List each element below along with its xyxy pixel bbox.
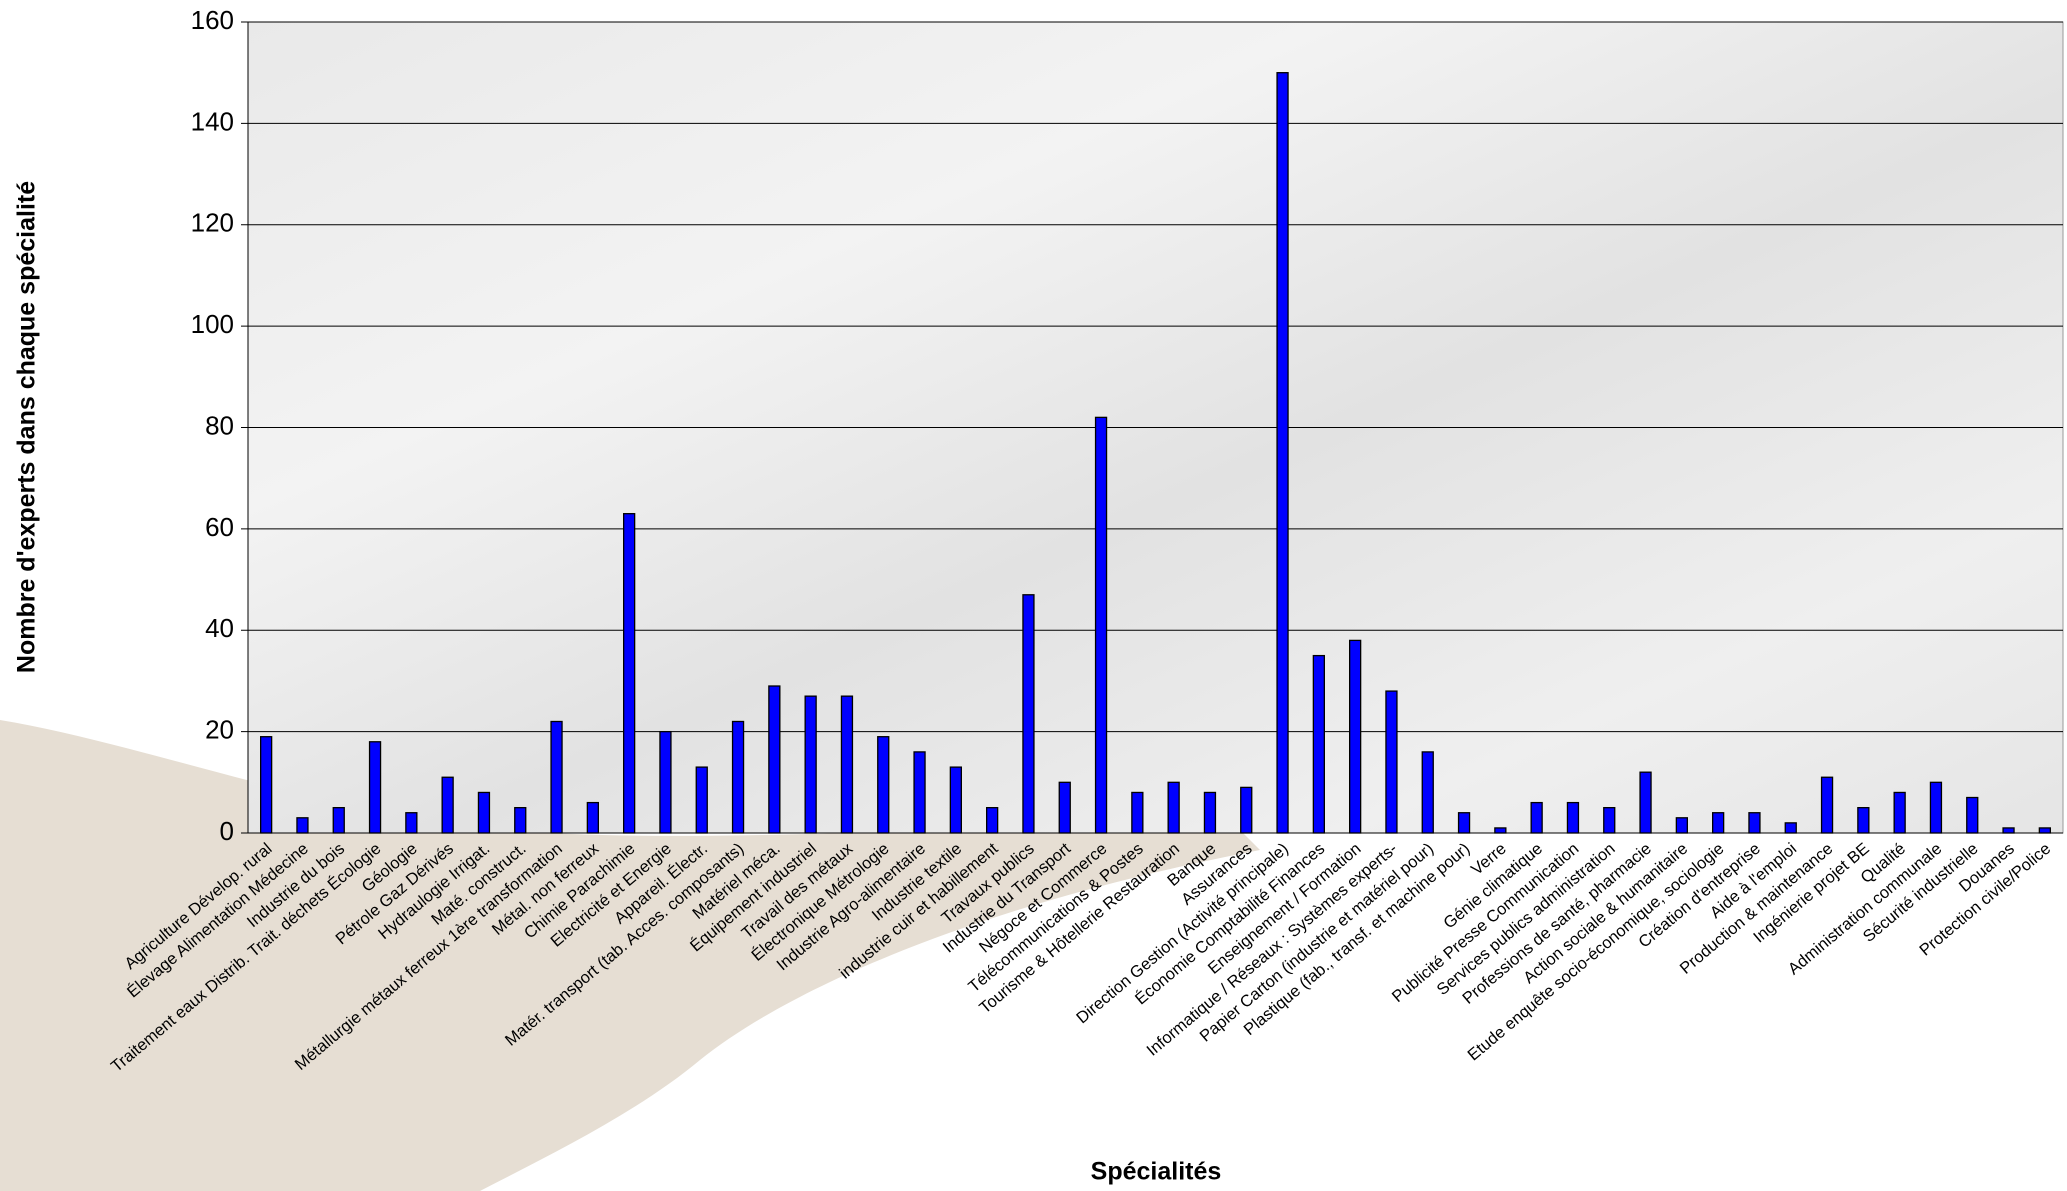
y-tick-label: 120 <box>191 208 234 238</box>
bar <box>1748 812 1761 834</box>
y-tick-label: 100 <box>191 309 234 339</box>
bar <box>441 776 454 834</box>
bar <box>405 812 418 834</box>
y-tick-label: 60 <box>205 512 234 542</box>
bar <box>1929 781 1943 834</box>
bar <box>1530 801 1543 834</box>
bar <box>586 801 599 834</box>
bar <box>1058 781 1071 834</box>
bar <box>1494 827 1507 834</box>
bar <box>1639 771 1652 834</box>
bar <box>768 685 781 834</box>
bar <box>2002 827 2015 834</box>
bar <box>1675 817 1688 834</box>
y-axis-title: Nombre d'experts dans chaque spécialité <box>13 181 41 673</box>
bar <box>1566 801 1580 834</box>
bar <box>477 791 491 834</box>
bar <box>368 741 382 834</box>
bar <box>1022 594 1035 834</box>
bar <box>840 695 854 834</box>
bar <box>259 736 273 834</box>
bar <box>1712 812 1725 834</box>
bar <box>296 817 309 834</box>
y-tick-label: 80 <box>205 410 234 440</box>
bar <box>1203 791 1217 834</box>
bar <box>1966 796 1979 834</box>
bar <box>1385 690 1398 834</box>
bar <box>731 720 745 834</box>
bar <box>913 751 926 834</box>
bar <box>514 807 527 834</box>
bar <box>1312 654 1325 834</box>
y-tick-label: 140 <box>191 106 234 136</box>
bar <box>550 720 563 834</box>
x-axis-title: Spécialités <box>1091 1158 1222 1186</box>
bar <box>1603 807 1616 834</box>
bar <box>623 513 636 834</box>
bar <box>1349 639 1362 834</box>
bar <box>1167 781 1180 834</box>
bar <box>659 730 672 834</box>
bar <box>2038 827 2051 834</box>
bar <box>1784 822 1797 834</box>
bar <box>1240 786 1253 834</box>
y-tick-label: 160 <box>191 5 234 35</box>
bar <box>1276 72 1289 834</box>
bar <box>1457 812 1471 834</box>
bar <box>986 807 999 834</box>
bar <box>804 695 817 834</box>
y-tick-label: 40 <box>205 613 234 643</box>
decoration <box>0 720 1260 1191</box>
y-tick-label: 20 <box>205 715 234 745</box>
bar <box>1893 791 1906 834</box>
bar <box>695 766 708 834</box>
bar <box>1131 791 1144 834</box>
bar <box>1421 751 1434 834</box>
bar <box>1094 416 1108 834</box>
bar <box>877 736 890 834</box>
bar <box>949 766 962 834</box>
y-tick-label: 0 <box>220 816 234 846</box>
bar <box>1857 807 1870 834</box>
bar <box>1820 776 1834 834</box>
bar <box>332 807 345 834</box>
